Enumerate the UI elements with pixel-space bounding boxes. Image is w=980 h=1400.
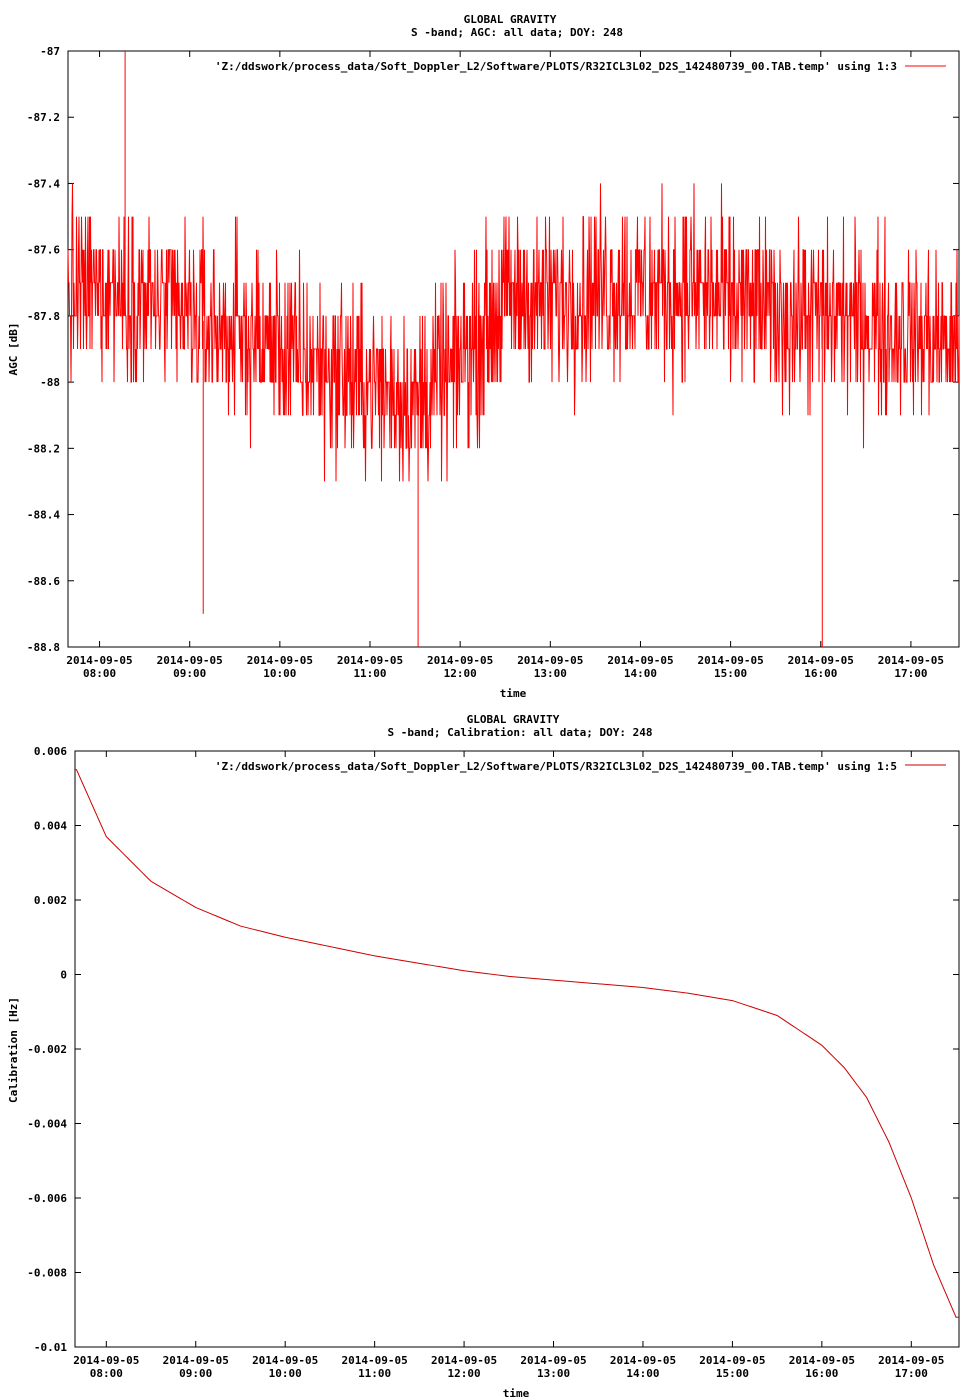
- agc-x-tick-time: 09:00: [173, 667, 206, 680]
- agc-legend-label: 'Z:/ddswork/process_data/Soft_Doppler_L2…: [215, 60, 897, 73]
- agc-series: [67, 51, 960, 647]
- agc-x-tick-time: 16:00: [804, 667, 837, 680]
- agc-x-ticks: 2014-09-0508:002014-09-0509:002014-09-05…: [66, 51, 944, 680]
- agc-x-tick-date: 2014-09-05: [66, 654, 132, 667]
- agc-chart-title: GLOBAL GRAVITY: [464, 13, 557, 26]
- agc-y-tick-label: -87.2: [27, 111, 60, 124]
- calibration-series: [75, 769, 959, 1318]
- agc-x-tick-time: 15:00: [714, 667, 747, 680]
- calibration-y-axis-label: Calibration [Hz]: [7, 997, 20, 1103]
- calibration-y-ticks: 0.006 0.004 0.002 0 -0.002 -0.004 -0.006 -0.008…: [27, 745, 959, 1354]
- agc-y-tick-label: -87.6: [27, 244, 60, 257]
- calibration-x-tick-time: 15:00: [716, 1367, 749, 1380]
- agc-x-tick-time: 12:00: [444, 667, 477, 680]
- calibration-x-tick-date: 2014-09-05: [610, 1354, 676, 1367]
- agc-y-tick-label: -88.8: [27, 641, 60, 654]
- calibration-chart-title: GLOBAL GRAVITY: [467, 713, 560, 726]
- agc-series-line: [67, 183, 960, 482]
- calibration-x-tick-time: 17:00: [895, 1367, 928, 1380]
- agc-chart: GLOBAL GRAVITY S -band; AGC: all data; D…: [7, 13, 960, 700]
- calibration-x-axis-label: time: [503, 1387, 530, 1400]
- agc-x-tick-date: 2014-09-05: [427, 654, 493, 667]
- calibration-chart-subtitle: S -band; Calibration: all data; DOY: 248: [388, 726, 653, 739]
- agc-x-tick-date: 2014-09-05: [337, 654, 403, 667]
- agc-x-tick-date: 2014-09-05: [788, 654, 854, 667]
- calibration-y-tick-label: 0.004: [34, 820, 67, 833]
- calibration-y-tick-label: -0.004: [27, 1118, 67, 1131]
- calibration-x-tick-time: 14:00: [626, 1367, 659, 1380]
- calibration-x-tick-time: 10:00: [269, 1367, 302, 1380]
- agc-x-tick-date: 2014-09-05: [607, 654, 673, 667]
- calibration-x-tick-date: 2014-09-05: [163, 1354, 229, 1367]
- agc-y-ticks: -87 -87.2 -87.4 -87.6 -87.8 -88 -88.2 -88.4 -88.…: [27, 45, 959, 654]
- calibration-y-tick-label: -0.01: [34, 1341, 67, 1354]
- agc-x-tick-time: 17:00: [894, 667, 927, 680]
- calibration-y-tick-label: -0.002: [27, 1043, 67, 1056]
- calibration-x-tick-time: 09:00: [179, 1367, 212, 1380]
- agc-x-tick-date: 2014-09-05: [697, 654, 763, 667]
- calibration-x-ticks: 2014-09-0508:002014-09-0509:002014-09-05…: [73, 751, 944, 1380]
- agc-y-axis-label: AGC [dB]: [7, 323, 20, 376]
- calibration-x-tick-time: 12:00: [448, 1367, 481, 1380]
- calibration-y-tick-label: -0.006: [27, 1192, 67, 1205]
- agc-x-tick-date: 2014-09-05: [517, 654, 583, 667]
- agc-y-tick-label: -87.8: [27, 310, 60, 323]
- calibration-x-tick-time: 13:00: [537, 1367, 570, 1380]
- agc-y-tick-label: -87.4: [27, 177, 60, 190]
- agc-x-tick-time: 13:00: [534, 667, 567, 680]
- calibration-y-tick-label: 0: [60, 969, 67, 982]
- agc-x-tick-time: 14:00: [624, 667, 657, 680]
- agc-chart-subtitle: S -band; AGC: all data; DOY: 248: [411, 26, 623, 39]
- agc-x-tick-date: 2014-09-05: [157, 654, 223, 667]
- agc-x-tick-date: 2014-09-05: [878, 654, 944, 667]
- agc-x-tick-time: 10:00: [263, 667, 296, 680]
- calibration-series-line: [75, 769, 959, 1318]
- calibration-x-tick-date: 2014-09-05: [699, 1354, 765, 1367]
- calibration-plot-frame: [74, 750, 960, 1348]
- calibration-legend-label: 'Z:/ddswork/process_data/Soft_Doppler_L2…: [215, 760, 897, 773]
- calibration-x-tick-date: 2014-09-05: [252, 1354, 318, 1367]
- agc-y-tick-label: -88.4: [27, 509, 60, 522]
- calibration-y-tick-label: 0.006: [34, 745, 67, 758]
- calibration-y-tick-label: -0.008: [27, 1267, 67, 1280]
- calibration-x-tick-time: 08:00: [90, 1367, 123, 1380]
- calibration-chart: GLOBAL GRAVITY S -band; Calibration: all…: [7, 713, 960, 1400]
- agc-x-tick-date: 2014-09-05: [247, 654, 313, 667]
- agc-x-axis-label: time: [500, 687, 527, 700]
- agc-x-tick-time: 11:00: [353, 667, 386, 680]
- calibration-x-tick-date: 2014-09-05: [342, 1354, 408, 1367]
- calibration-y-tick-label: 0.002: [34, 894, 67, 907]
- calibration-x-tick-date: 2014-09-05: [431, 1354, 497, 1367]
- calibration-x-tick-date: 2014-09-05: [878, 1354, 944, 1367]
- calibration-x-tick-date: 2014-09-05: [73, 1354, 139, 1367]
- agc-y-tick-label: -87: [40, 45, 60, 58]
- agc-x-tick-time: 08:00: [83, 667, 116, 680]
- calibration-x-tick-time: 16:00: [805, 1367, 838, 1380]
- agc-y-tick-label: -88.6: [27, 575, 60, 588]
- calibration-x-tick-date: 2014-09-05: [520, 1354, 586, 1367]
- agc-y-tick-label: -88: [40, 376, 60, 389]
- calibration-x-tick-time: 11:00: [358, 1367, 391, 1380]
- agc-y-tick-label: -88.2: [27, 442, 60, 455]
- calibration-x-tick-date: 2014-09-05: [789, 1354, 855, 1367]
